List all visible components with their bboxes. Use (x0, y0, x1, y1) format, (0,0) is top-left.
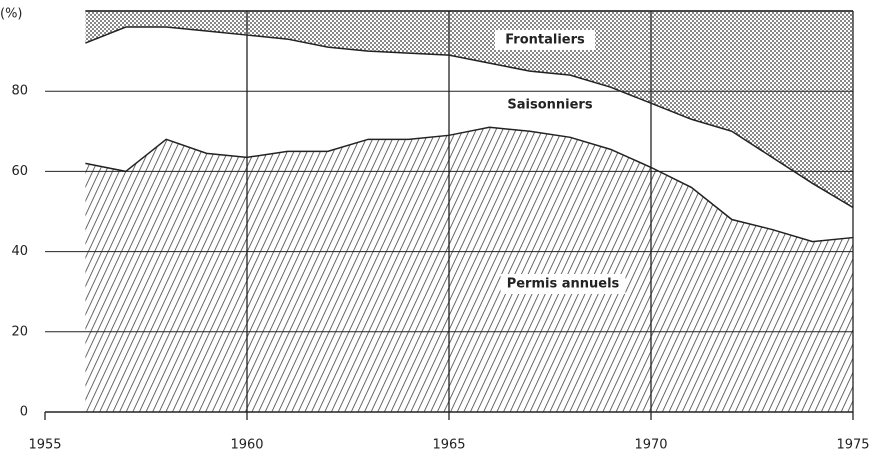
x-tick-label: 1965 (432, 438, 465, 453)
label-bg (495, 30, 595, 50)
y-axis-label: (%) (0, 7, 23, 22)
x-tick-label: 1970 (634, 438, 667, 453)
x-tick-label: 1955 (28, 438, 61, 453)
y-tick-label: 40 (11, 244, 28, 259)
y-tick-label: 0 (20, 405, 28, 420)
y-tick-label: 60 (11, 164, 28, 179)
series-label: Frontaliers (505, 33, 585, 48)
boundary-line (85, 26, 854, 209)
area (85, 11, 853, 208)
y-tick-label: 80 (11, 84, 28, 99)
boundary-line (85, 126, 854, 243)
series-label: Permis annuels (507, 277, 620, 292)
label-bg (500, 274, 626, 294)
x-tick-label: 1960 (230, 438, 263, 453)
x-tick-label: 1975 (836, 438, 869, 453)
area (85, 27, 853, 242)
y-tick-label: 20 (11, 324, 28, 339)
area (85, 127, 853, 412)
label-bg (504, 95, 596, 115)
series-label: Saisonniers (507, 98, 592, 113)
